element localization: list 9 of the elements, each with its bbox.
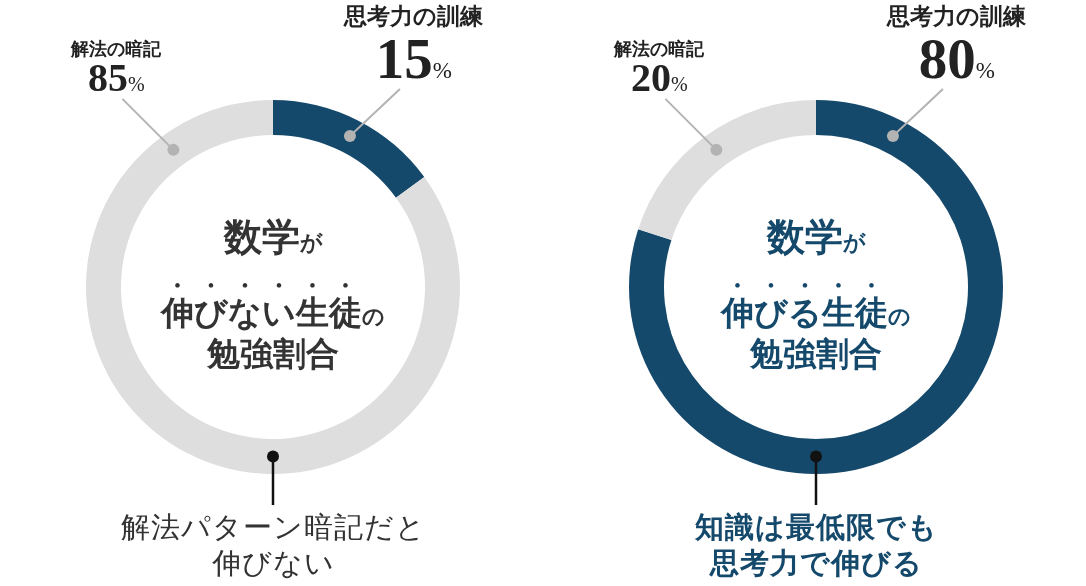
text: 知識は最低限でも思考力で伸びる <box>693 510 939 581</box>
donut-slice <box>629 100 1003 474</box>
chart-title: 数学が伸びない生徒の勉強割合 <box>161 216 385 372</box>
donut-slice <box>86 100 460 474</box>
slice-label: 思考力の訓練 <box>886 3 1028 29</box>
donut-slice <box>273 100 425 198</box>
text: 解法パターン暗記だと伸びない <box>119 510 427 581</box>
chart-title: 数学が伸びる生徒の勉強割合 <box>721 216 911 372</box>
slice-label: 思考力の訓練 <box>343 3 485 29</box>
